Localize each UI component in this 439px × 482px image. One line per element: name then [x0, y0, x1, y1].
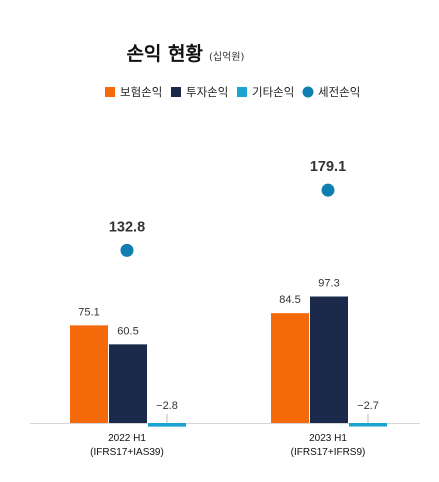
value-label-s3-c1: −2.8: [156, 400, 178, 412]
bar-s1-c1: [70, 325, 108, 423]
bar-s2-c1: [109, 344, 147, 423]
bar-s2-c2: [310, 296, 348, 423]
bar-s3-c2: [349, 423, 387, 427]
legend-marker-1: [105, 87, 115, 97]
legend-marker-2: [171, 87, 181, 97]
category-label-2-line1: 2023 H1: [309, 433, 347, 444]
chart-marks: 75.1 60.5 −2.8 132.8 84.5 97.3 −2.7 179.1: [70, 159, 387, 427]
legend: 보험손익 투자손익 기타손익 세전손익: [105, 85, 360, 99]
legend-marker-3: [237, 87, 247, 97]
legend-label-1: 보험손익: [120, 85, 162, 99]
category-label-2-line2: (IFRS17+IFRS9): [291, 447, 366, 458]
point-s4-c2: [321, 183, 335, 197]
chart-unit: (십억원): [209, 51, 245, 63]
value-label-s2-c2: 97.3: [318, 278, 339, 290]
value-label-s4-c2: 179.1: [310, 159, 346, 175]
value-label-s2-c1: 60.5: [117, 325, 138, 337]
legend-label-4: 세전손익: [318, 85, 360, 99]
legend-label-2: 투자손익: [186, 85, 228, 99]
bar-s3-c1: [148, 423, 186, 427]
category-label-1-line2: (IFRS17+IAS39): [90, 447, 164, 458]
value-label-s1-c1: 75.1: [78, 306, 99, 318]
legend-marker-4: [302, 86, 314, 98]
category-label-1-line1: 2022 H1: [108, 433, 146, 444]
legend-label-3: 기타손익: [252, 85, 294, 99]
bar-s1-c2: [271, 313, 309, 423]
chart-title: 손익 현황: [126, 42, 203, 65]
value-label-s3-c2: −2.7: [357, 400, 379, 412]
value-label-s1-c2: 84.5: [279, 294, 300, 306]
value-label-s4-c1: 132.8: [109, 219, 145, 235]
category-labels: 2022 H1 (IFRS17+IAS39) 2023 H1 (IFRS17+IFRS…: [90, 433, 365, 458]
point-s4-c1: [120, 243, 134, 257]
